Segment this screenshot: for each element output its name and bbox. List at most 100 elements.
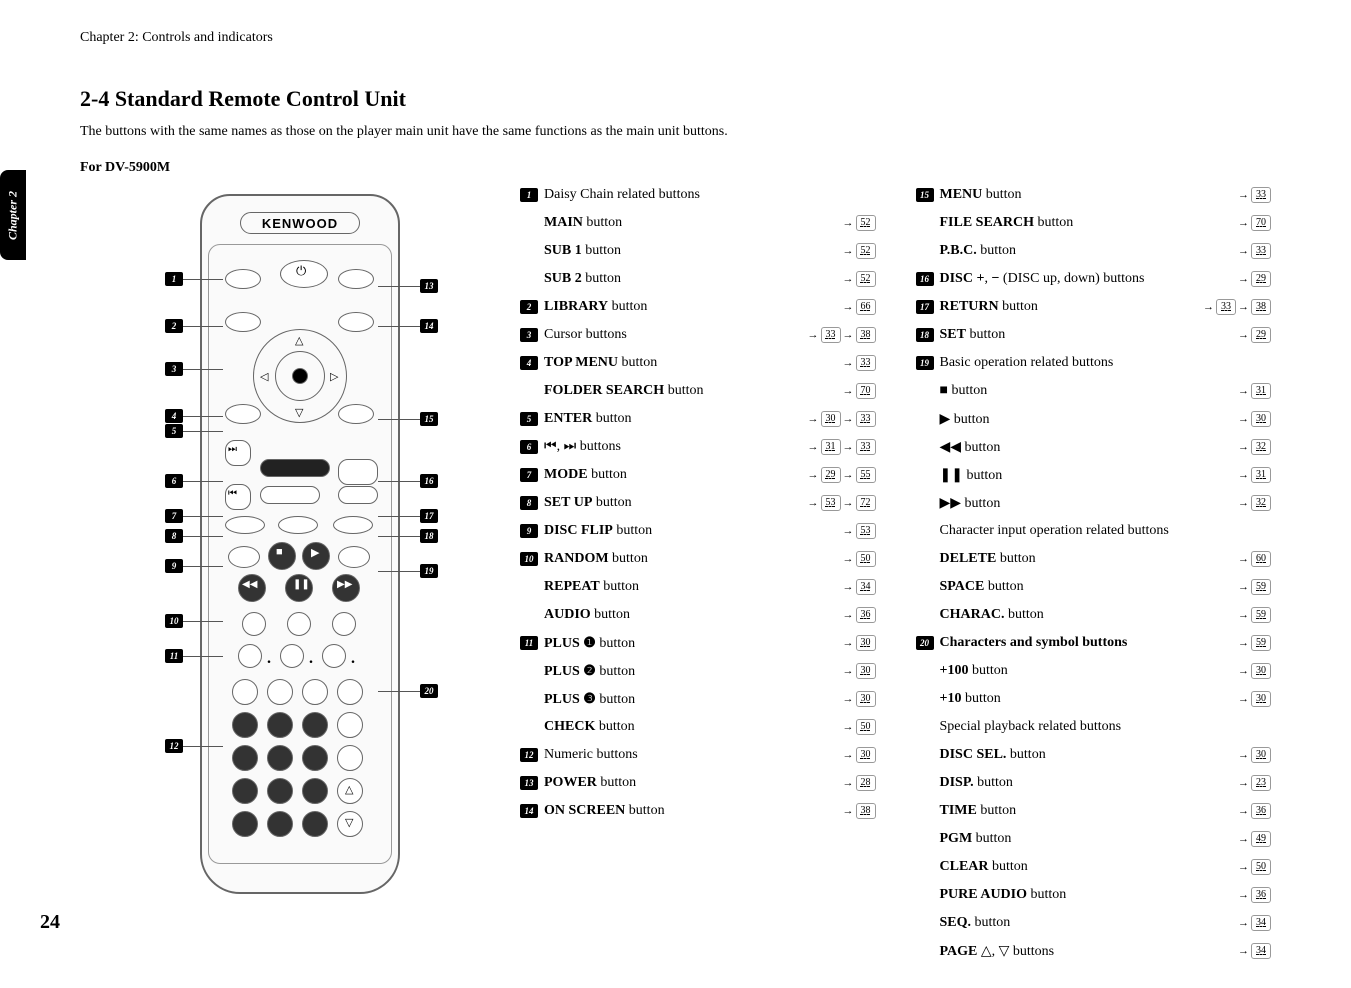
list-item: PLUS ❷ button→30 [520, 660, 876, 682]
callout-line [378, 326, 420, 327]
list-item: 4TOP MENU button→33 [520, 352, 876, 374]
item-number-badge: 7 [520, 468, 538, 482]
item-label: DISC FLIP button [544, 523, 843, 539]
item-number-badge: 17 [916, 300, 934, 314]
callout-line [183, 621, 223, 622]
item-number-badge: 6 [520, 440, 538, 454]
page-reference: →33→38 [808, 327, 876, 343]
item-label: ▶▶ button [940, 495, 1239, 512]
page-reference: →70 [843, 383, 876, 399]
page-reference: →36 [843, 607, 876, 623]
page-reference: →33 [1238, 187, 1271, 203]
page-reference: →52 [843, 215, 876, 231]
callout-line [378, 419, 420, 420]
list-item: MAIN button→52 [520, 212, 876, 234]
list-item: 10RANDOM button→50 [520, 548, 876, 570]
list-item: DELETE button→60 [916, 548, 1272, 570]
item-label: +10 button [940, 691, 1239, 707]
list-item: CLEAR button→50 [916, 856, 1272, 878]
callout-line [378, 571, 420, 572]
page-reference: →36 [1238, 887, 1271, 903]
item-label: ▶ button [940, 411, 1239, 428]
page-reference: →50 [843, 551, 876, 567]
page-reference: →31 [1238, 467, 1271, 483]
model-label: For DV-5900M [80, 160, 1271, 176]
list-item: 5ENTER button→30→33 [520, 408, 876, 430]
item-label: PGM button [940, 831, 1239, 847]
list-item: FILE SEARCH button→70 [916, 212, 1272, 234]
list-item: PAGE △, ▽ buttons→34 [916, 940, 1272, 962]
callout-line [378, 481, 420, 482]
callout-badge: 20 [420, 684, 438, 698]
chapter-header: Chapter 2: Controls and indicators [80, 30, 1271, 46]
item-label: RETURN button [940, 299, 1204, 315]
item-label: LIBRARY button [544, 299, 843, 315]
list-item: SUB 1 button→52 [520, 240, 876, 262]
item-label: ON SCREEN button [544, 803, 843, 819]
page-reference: →30→33 [808, 411, 876, 427]
item-label: Special playback related buttons [940, 719, 1272, 735]
item-number-badge: 9 [520, 524, 538, 538]
page-reference: →32 [1238, 439, 1271, 455]
callout-badge: 4 [165, 409, 183, 423]
list-item: 18SET button→29 [916, 324, 1272, 346]
list-item: FOLDER SEARCH button→70 [520, 380, 876, 402]
item-label: FILE SEARCH button [940, 215, 1239, 231]
list-item: ▶▶ button→32 [916, 492, 1272, 514]
item-label: +100 button [940, 663, 1239, 679]
item-label: TIME button [940, 803, 1239, 819]
item-label: ❚❚ button [940, 467, 1239, 484]
list-item: 19Basic operation related buttons [916, 352, 1272, 374]
page-reference: →34 [1238, 915, 1271, 931]
list-item: 16DISC +, − (DISC up, down) buttons→29 [916, 268, 1272, 290]
page-reference: →53 [843, 523, 876, 539]
item-label: PAGE △, ▽ buttons [940, 943, 1239, 960]
item-label: DISP. button [940, 775, 1239, 791]
list-item: PGM button→49 [916, 828, 1272, 850]
item-label: TOP MENU button [544, 355, 843, 371]
list-item: 14ON SCREEN button→38 [520, 800, 876, 822]
item-label: DISC SEL. button [940, 747, 1239, 763]
list-item: Special playback related buttons [916, 716, 1272, 738]
brand-label: KENWOOD [240, 212, 360, 234]
callout-badge: 19 [420, 564, 438, 578]
item-label: RANDOM button [544, 551, 843, 567]
item-label: PLUS ❸ button [544, 691, 843, 708]
list-item: 1Daisy Chain related buttons [520, 184, 876, 206]
list-item: 20 Characters and symbol buttons→59 [916, 632, 1272, 654]
page-reference: →38 [843, 803, 876, 819]
list-item: DISP. button→23 [916, 772, 1272, 794]
item-label: ■ button [940, 383, 1239, 399]
list-item: PURE AUDIO button→36 [916, 884, 1272, 906]
page-reference: →30 [1238, 411, 1271, 427]
item-label: ⏮, ⏭ buttons [544, 439, 808, 455]
page-reference: →29→55 [808, 467, 876, 483]
item-label: AUDIO button [544, 607, 843, 623]
page-reference: →29 [1238, 271, 1271, 287]
item-label: MENU button [940, 187, 1239, 203]
page-reference: →34 [1238, 943, 1271, 959]
list-item: REPEAT button→34 [520, 576, 876, 598]
page-reference: →59 [1238, 635, 1271, 651]
list-item: Character input operation related button… [916, 520, 1272, 542]
callout-line [183, 326, 223, 327]
item-number-badge: 5 [520, 412, 538, 426]
item-number-badge: 16 [916, 272, 934, 286]
callout-line [183, 656, 223, 657]
page-reference: →31 [1238, 383, 1271, 399]
callout-badge: 8 [165, 529, 183, 543]
list-item: 11PLUS ❶ button→30 [520, 632, 876, 654]
item-number-badge: 15 [916, 188, 934, 202]
list-item: 12Numeric buttons→30 [520, 744, 876, 766]
page-reference: →59 [1238, 579, 1271, 595]
callout-badge: 6 [165, 474, 183, 488]
item-label: Characters and symbol buttons [940, 635, 1239, 651]
list-item: 9 DISC FLIP button→53 [520, 520, 876, 542]
item-number-badge: 20 [916, 636, 934, 650]
item-label: REPEAT button [544, 579, 843, 595]
page-reference: →31→33 [808, 439, 876, 455]
callout-line [183, 431, 223, 432]
list-item: 3Cursor buttons→33→38 [520, 324, 876, 346]
item-number-badge: 12 [520, 748, 538, 762]
list-item: 13POWER button→28 [520, 772, 876, 794]
